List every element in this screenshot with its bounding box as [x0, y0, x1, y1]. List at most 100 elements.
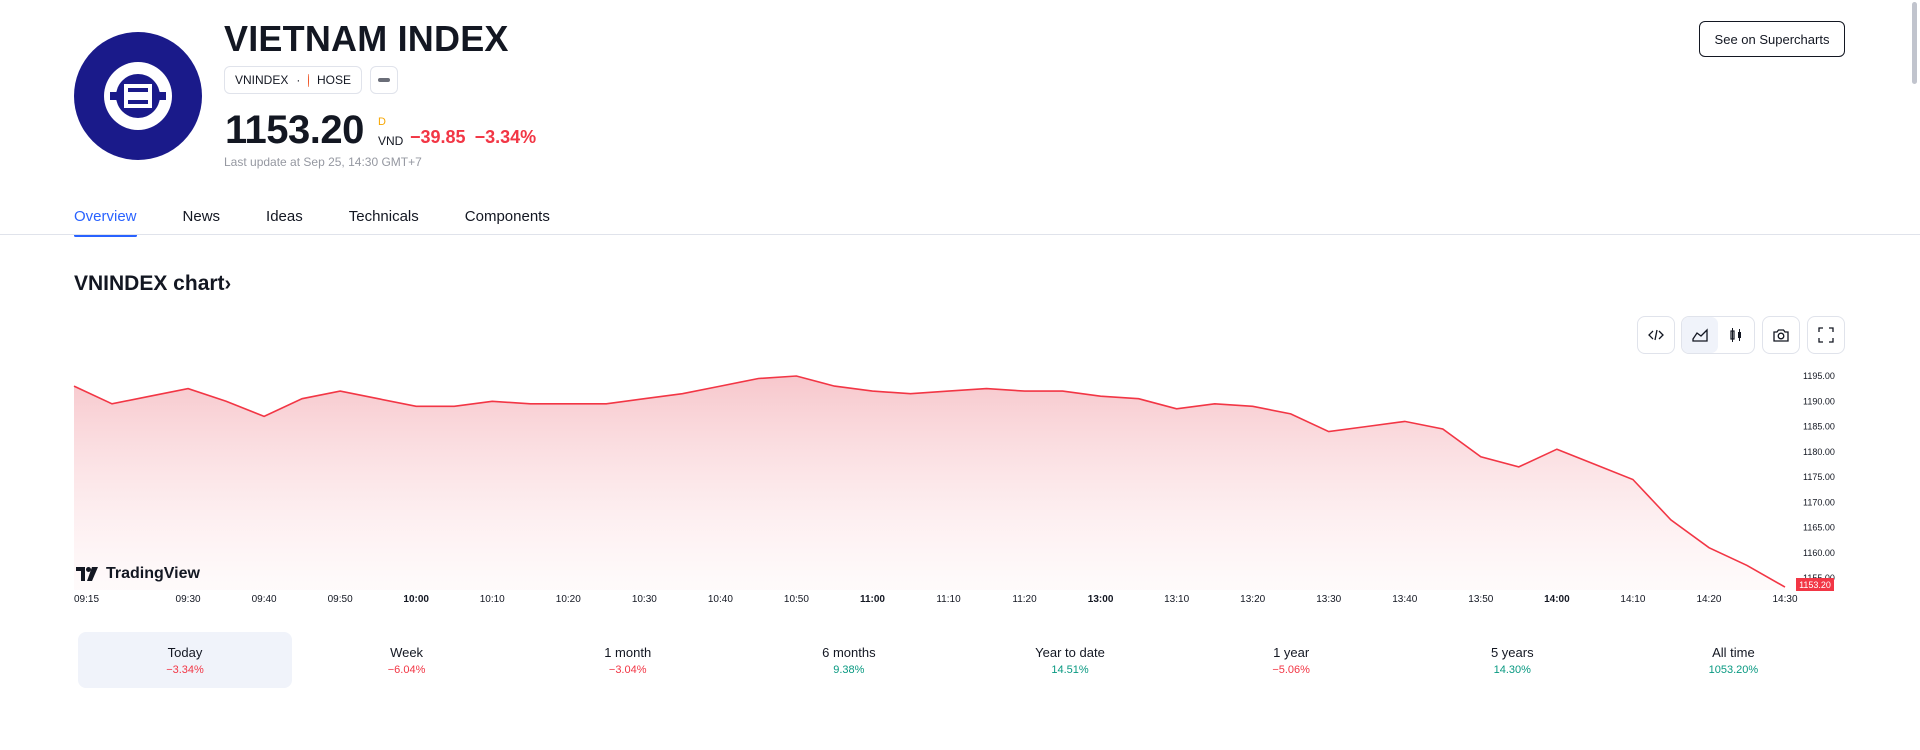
- chart-style-group: [1681, 316, 1755, 354]
- price-currency: VND: [378, 134, 404, 148]
- y-tick-label: 1165.00: [1803, 523, 1835, 533]
- chart-heading-link[interactable]: VNINDEX chart›: [74, 272, 231, 296]
- symbol-separator: ·: [296, 73, 301, 87]
- x-tick-label: 14:00: [1544, 594, 1570, 605]
- period-performance-bar: Today −3.34% Week −6.04% 1 month −3.04% 6 mont…: [74, 632, 1844, 688]
- chevron-right-icon: ›: [224, 273, 232, 295]
- snapshot-group: [1762, 316, 1800, 354]
- fullscreen-icon: [1818, 327, 1834, 343]
- price-chart[interactable]: 1195.00 1190.00 1185.00 1180.00 1175.00 1170.…: [0, 360, 1920, 590]
- x-tick-label: 10:30: [631, 594, 657, 605]
- candles-icon: [1730, 328, 1741, 342]
- x-tick-label: 13:30: [1316, 594, 1342, 605]
- x-tick-label: 09:50: [327, 594, 353, 605]
- y-tick-label: 1190.00: [1803, 396, 1835, 406]
- price-area-fill: [74, 376, 1785, 590]
- x-tick-label: 09:30: [175, 594, 201, 605]
- exchange-flag-icon: [308, 73, 315, 87]
- price-line: [73, 375, 1786, 588]
- tab-overview[interactable]: Overview: [74, 208, 137, 237]
- period-label: Year to date: [1035, 644, 1105, 660]
- period-today[interactable]: Today −3.34%: [78, 632, 292, 688]
- period-label: 1 year: [1273, 644, 1310, 660]
- x-tick-label: 10:00: [403, 594, 429, 605]
- embed-button[interactable]: [1638, 317, 1674, 353]
- price-value: 1153.20: [225, 108, 364, 152]
- tradingview-logo[interactable]: TradingView: [76, 565, 200, 583]
- y-tick-label: 1180.00: [1803, 447, 1835, 457]
- x-tick-label: 11:10: [936, 594, 961, 605]
- period-label: 5 years: [1490, 644, 1534, 660]
- tab-news[interactable]: News: [182, 208, 221, 225]
- chart-heading-text: VNINDEX chart: [74, 272, 225, 295]
- x-tick-label: 10:40: [707, 594, 733, 605]
- y-tick-label: 1185.00: [1803, 422, 1835, 432]
- x-tick-label: 13:00: [1087, 594, 1114, 605]
- snapshot-button[interactable]: [1763, 317, 1799, 353]
- symbol-label: VNINDEX: [235, 73, 289, 87]
- x-tick-label: 11:20: [1012, 594, 1037, 605]
- period-label: Today: [167, 644, 203, 660]
- x-tick-label: 10:20: [555, 594, 581, 605]
- embed-icon: [1648, 329, 1664, 341]
- period-label: 6 months: [822, 644, 876, 660]
- symbol-chip[interactable]: VNINDEX · HOSE: [224, 66, 362, 94]
- period-label: 1 month: [604, 644, 652, 660]
- x-tick-label: 13:10: [1164, 594, 1190, 605]
- period-6-months[interactable]: 6 months 9.38%: [738, 632, 959, 688]
- tab-ideas[interactable]: Ideas: [266, 208, 303, 225]
- period-value: −6.04%: [387, 663, 426, 676]
- period-value: 14.51%: [1051, 663, 1089, 676]
- page-scrollbar[interactable]: [1912, 2, 1917, 84]
- y-tick-label: 1160.00: [1803, 548, 1835, 558]
- more-icon: [378, 78, 390, 82]
- period-5-years[interactable]: 5 years 14.30%: [1402, 632, 1623, 688]
- period-value: 9.38%: [833, 663, 865, 676]
- x-axis: 09:15 09:30 09:40 09:50 10:00 10:10 10:20 10:30…: [0, 594, 1920, 610]
- more-button[interactable]: [370, 66, 398, 94]
- tab-bar: Overview News Ideas Technicals Component…: [74, 208, 596, 237]
- period-label: All time: [1712, 644, 1755, 660]
- fullscreen-button[interactable]: [1808, 317, 1844, 353]
- period-year-to-date[interactable]: Year to date 14.51%: [959, 632, 1180, 688]
- camera-icon: [1773, 329, 1789, 342]
- last-price-tag: 1153.20: [1796, 578, 1834, 591]
- area-chart-button[interactable]: [1682, 317, 1718, 353]
- see-on-supercharts-button[interactable]: See on Supercharts: [1699, 21, 1845, 57]
- tab-components[interactable]: Components: [464, 208, 550, 225]
- period-1-year[interactable]: 1 year −5.06%: [1181, 632, 1402, 688]
- fullscreen-group: [1807, 316, 1845, 354]
- x-tick-label: 14:10: [1620, 594, 1646, 605]
- x-tick-label: 09:15: [74, 594, 100, 605]
- y-tick-label: 1170.00: [1803, 497, 1835, 507]
- candles-button[interactable]: [1718, 317, 1754, 353]
- change-absolute: −39.85: [410, 127, 466, 147]
- period-week[interactable]: Week −6.04%: [296, 632, 517, 688]
- period-value: −3.34%: [166, 663, 204, 676]
- period-value: 1053.20%: [1708, 663, 1759, 676]
- period-value: −3.04%: [608, 663, 647, 676]
- x-tick-label: 14:30: [1772, 594, 1798, 605]
- period-value: 14.30%: [1493, 663, 1531, 676]
- embed-toolbar-group: [1637, 316, 1675, 354]
- period-all-time[interactable]: All time 1053.20%: [1623, 632, 1844, 688]
- y-tick-label: 1195.00: [1803, 371, 1835, 381]
- tabs-divider: [0, 234, 1920, 235]
- x-tick-label: 13:50: [1468, 594, 1494, 605]
- price-change: −39.85 −3.34%: [410, 127, 536, 148]
- x-tick-label: 09:40: [251, 594, 277, 605]
- change-percent: −3.34%: [474, 127, 537, 147]
- x-tick-label: 13:20: [1240, 594, 1266, 605]
- area-chart-icon: [1692, 328, 1708, 342]
- tradingview-wordmark: TradingView: [106, 565, 200, 582]
- vnindex-logo-icon: [104, 62, 172, 130]
- period-value: −5.06%: [1272, 663, 1310, 676]
- period-label: Week: [390, 644, 424, 660]
- price-flag: D: [378, 116, 386, 128]
- x-tick-label: 10:50: [783, 594, 809, 605]
- last-update: Last update at Sep 25, 14:30 GMT+7: [224, 155, 422, 169]
- tradingview-icon: [76, 567, 98, 581]
- tab-technicals[interactable]: Technicals: [348, 208, 419, 225]
- y-axis: 1195.00 1190.00 1185.00 1180.00 1175.00 1170.…: [1803, 371, 1835, 583]
- period-1-month[interactable]: 1 month −3.04%: [517, 632, 738, 688]
